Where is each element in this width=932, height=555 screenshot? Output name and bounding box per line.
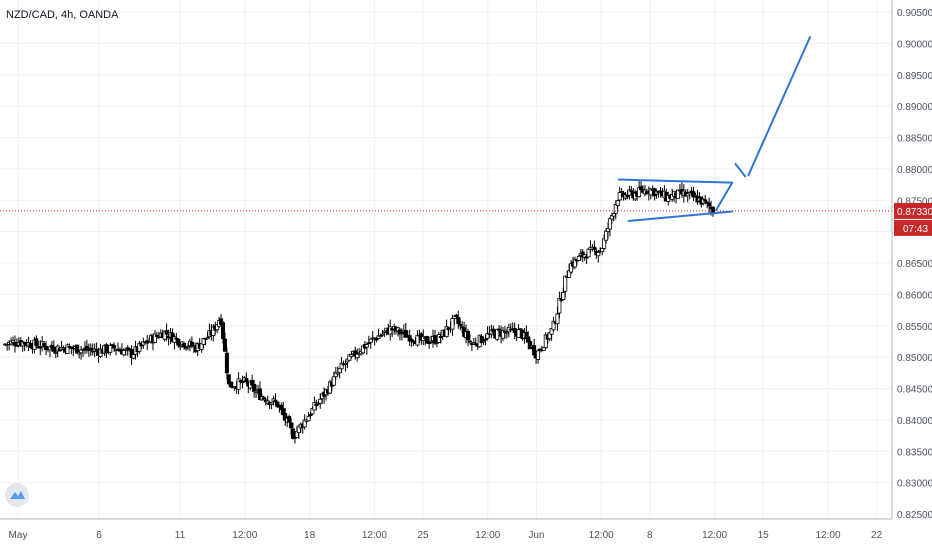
time-tick-label: 11 (175, 530, 186, 541)
candle (415, 330, 420, 347)
candle (222, 332, 227, 352)
price-axis[interactable] (892, 0, 932, 550)
candle (642, 185, 647, 197)
channel-right-side[interactable] (715, 181, 734, 212)
time-tick-label: 22 (871, 530, 883, 541)
candle (269, 402, 274, 410)
time-tick-label: 12:00 (702, 530, 727, 541)
candle (695, 189, 700, 205)
time-axis[interactable] (0, 519, 932, 550)
candle (528, 339, 533, 350)
candle (407, 329, 412, 346)
price-tick-label: 0.89500 (897, 71, 932, 82)
time-tick-label: 12:00 (815, 530, 840, 541)
time-tick-label: 6 (96, 530, 102, 541)
candle (627, 186, 632, 200)
candle (710, 206, 715, 217)
price-tick-label: 0.83000 (897, 479, 932, 490)
time-tick-label: 12:00 (232, 530, 257, 541)
price-tick-label: 0.90000 (897, 39, 932, 50)
logo-icon (10, 491, 25, 499)
price-tick-label: 0.88000 (897, 165, 932, 176)
price-axis-ticks: 0.82500 0.83000 0.83500 0.84000 0.84500 0.850… (897, 8, 932, 521)
candle (607, 217, 612, 237)
candle (467, 334, 472, 344)
candle (116, 342, 121, 351)
candle (88, 343, 93, 356)
candles (3, 180, 715, 444)
candle (84, 339, 89, 354)
candle (51, 340, 56, 354)
candle (403, 322, 408, 338)
candle (312, 396, 317, 411)
candle (466, 328, 471, 346)
price-tick-label: 0.85000 (897, 353, 932, 364)
candle (596, 250, 601, 263)
price-tick-label: 0.86000 (897, 290, 932, 301)
candle (287, 414, 292, 423)
price-tick-label: 0.85500 (897, 322, 932, 333)
candle (104, 342, 109, 359)
candle (199, 343, 204, 353)
candle (327, 379, 332, 395)
projection-line[interactable] (747, 36, 811, 177)
projection-tick[interactable] (734, 162, 747, 178)
price-tick-label: 0.86500 (897, 259, 932, 270)
candle (65, 343, 70, 354)
current-price-label: 0.87330 07:43 (894, 202, 932, 236)
channel-upper-line[interactable] (617, 178, 734, 184)
price-tick-label: 0.82500 (897, 510, 932, 521)
price-tick-label: 0.88500 (897, 134, 932, 145)
grid (0, 0, 892, 519)
current-price-value: 0.87330 (897, 207, 932, 218)
candle (306, 411, 311, 422)
candle (691, 186, 696, 202)
price-tick-label: 0.89000 (897, 102, 932, 113)
candle (592, 240, 597, 252)
time-axis-ticks: May 6 11 12:00 18 12:00 25 12:00 Jun 12:00 8 12:00 1… (9, 530, 883, 541)
candle (501, 326, 506, 341)
drawings[interactable] (617, 36, 811, 222)
time-tick-label: 12:00 (589, 530, 614, 541)
tradingview-logo[interactable] (5, 483, 29, 507)
time-tick-label: 18 (304, 530, 316, 541)
bar-countdown: 07:43 (903, 224, 928, 235)
time-tick-label: 8 (647, 530, 653, 541)
time-tick-label: May (9, 530, 28, 541)
candle (224, 347, 229, 380)
candle (572, 256, 577, 270)
candle (302, 414, 307, 430)
candle (86, 343, 91, 357)
time-tick-label: 12:00 (362, 530, 387, 541)
price-tick-label: 0.84500 (897, 385, 932, 396)
candle (145, 335, 150, 351)
candle (355, 348, 360, 362)
candle (172, 334, 177, 350)
price-tick-label: 0.90500 (897, 8, 932, 19)
time-tick-label: 25 (417, 530, 429, 541)
candle (551, 316, 556, 332)
time-tick-label: Jun (528, 530, 544, 541)
candle (615, 199, 620, 209)
price-tick-label: 0.84000 (897, 416, 932, 427)
price-tick-label: 0.83500 (897, 447, 932, 458)
candle (543, 332, 548, 350)
candle (236, 372, 241, 395)
candle (364, 342, 369, 355)
time-tick-label: 15 (758, 530, 770, 541)
price-tick-label: 0.87500 (897, 196, 932, 207)
candle (617, 186, 622, 202)
candle (12, 335, 17, 353)
time-tick-label: 12:00 (475, 530, 500, 541)
candle (654, 189, 659, 199)
candle (28, 340, 33, 349)
channel-lower-line[interactable] (627, 210, 734, 222)
symbol-title: NZD/CAD, 4h, OANDA (6, 9, 119, 21)
